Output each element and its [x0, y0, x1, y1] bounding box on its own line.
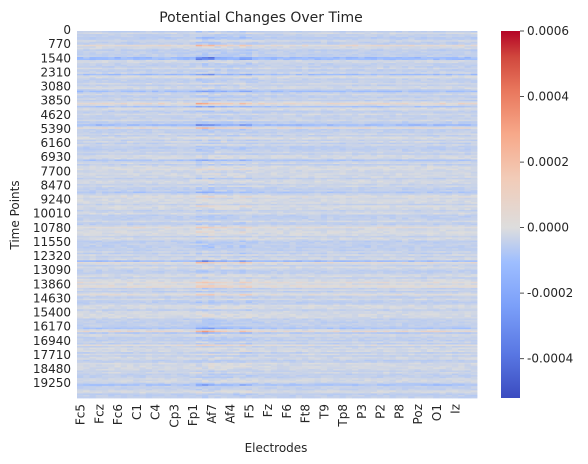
heatmap-area — [77, 31, 477, 398]
heatmap-cells — [77, 31, 477, 398]
chart-title: Potential Changes Over Time — [159, 10, 363, 26]
